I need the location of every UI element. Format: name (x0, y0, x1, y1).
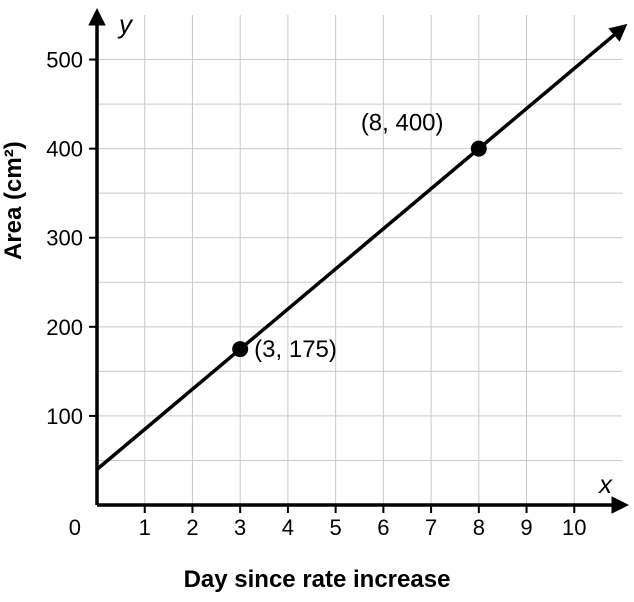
x-tick-label: 1 (139, 515, 151, 540)
x-tick-label: 3 (234, 515, 246, 540)
y-tick-label: 400 (46, 137, 83, 162)
origin-label: 0 (69, 515, 81, 540)
y-axis-title-text: Area (cm²) (0, 141, 27, 260)
x-tick-label: 2 (186, 515, 198, 540)
x-axis-title: Day since rate increase (0, 566, 634, 594)
x-tick-label: 6 (377, 515, 389, 540)
x-letter: x (597, 469, 613, 499)
y-tick-label: 200 (46, 315, 83, 340)
y-tick-label: 100 (46, 404, 83, 429)
data-point (471, 141, 487, 157)
chart-svg: 1 2 3 4 5 6 7 8 9 10 100 200 300 400 500 0 y x (3, 175) (8,… (0, 0, 634, 602)
chart-container: Area (cm²) 1 2 3 4 5 6 7 8 9 10 100 200 300 400 500 0 y x… (0, 0, 634, 602)
x-tick-label: 10 (562, 515, 586, 540)
x-tick-label: 4 (282, 515, 294, 540)
y-letter: y (117, 9, 134, 39)
x-tick-label: 7 (425, 515, 437, 540)
y-tick-label: 500 (46, 48, 83, 73)
data-point-label: (3, 175) (254, 336, 337, 363)
x-axis-title-text: Day since rate increase (184, 566, 451, 593)
x-tick-label: 8 (473, 515, 485, 540)
data-point (232, 341, 248, 357)
x-tick-label: 9 (520, 515, 532, 540)
data-point-label: (8, 400) (361, 110, 444, 137)
x-tick-label: 5 (330, 515, 342, 540)
y-tick-label: 300 (46, 226, 83, 251)
y-axis-title: Area (cm²) (0, 141, 28, 260)
